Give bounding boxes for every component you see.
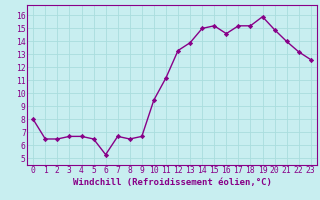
X-axis label: Windchill (Refroidissement éolien,°C): Windchill (Refroidissement éolien,°C) [73,178,271,187]
